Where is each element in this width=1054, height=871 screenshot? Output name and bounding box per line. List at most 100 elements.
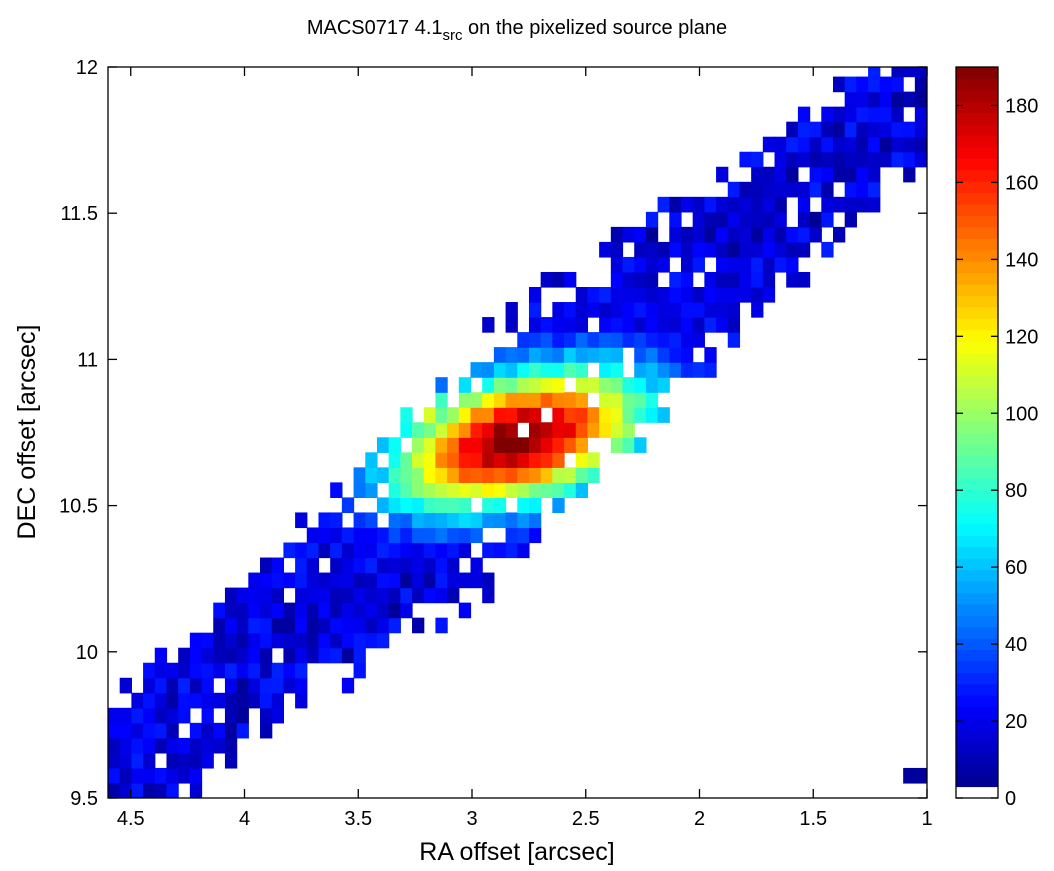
heatmap-cell xyxy=(388,482,401,499)
heatmap-cell xyxy=(739,196,752,213)
heatmap-cell xyxy=(213,692,226,709)
heatmap-cell xyxy=(645,241,659,258)
heatmap-cell xyxy=(797,121,811,138)
heatmap-cell xyxy=(119,737,132,754)
heatmap-cell xyxy=(645,317,659,333)
heatmap-cell xyxy=(154,767,168,784)
heatmap-cell xyxy=(330,647,343,664)
heatmap-cell xyxy=(295,617,308,634)
colorbar-step xyxy=(956,649,998,662)
heatmap-cell xyxy=(739,181,752,198)
heatmap-cell xyxy=(376,602,390,619)
heatmap-cell xyxy=(493,422,507,438)
heatmap-cell xyxy=(458,572,472,589)
heatmap-cell xyxy=(528,362,542,378)
heatmap-cell xyxy=(739,226,752,243)
heatmap-cell xyxy=(599,362,612,378)
heatmap-cell xyxy=(353,602,366,619)
colorbar-step xyxy=(956,706,998,719)
heatmap-cell xyxy=(400,407,413,423)
heatmap-cell xyxy=(493,512,507,529)
heatmap-cell xyxy=(634,392,647,408)
heatmap-cell xyxy=(341,647,355,664)
heatmap-cell xyxy=(143,662,156,679)
heatmap-cell xyxy=(891,121,904,138)
heatmap-cell xyxy=(458,602,472,619)
heatmap-cell xyxy=(295,647,308,664)
heatmap-cell xyxy=(306,572,320,589)
colorbar-step xyxy=(956,615,998,628)
heatmap-cell xyxy=(189,737,203,754)
heatmap-cell xyxy=(458,407,472,423)
heatmap-cell xyxy=(400,527,413,544)
heatmap-cell xyxy=(295,512,308,529)
colorbar-step xyxy=(956,67,998,79)
heatmap-cell xyxy=(844,121,857,138)
heatmap-cell xyxy=(400,572,413,589)
heatmap-cell xyxy=(786,181,799,198)
heatmap-cell xyxy=(236,632,249,649)
heatmap-cell xyxy=(868,121,881,138)
colorbar-step xyxy=(956,318,998,331)
heatmap-cell xyxy=(680,271,694,288)
heatmap-cell xyxy=(634,241,647,258)
heatmap-cell xyxy=(856,181,869,198)
heatmap-cell xyxy=(727,256,741,273)
heatmap-cell xyxy=(517,332,530,348)
x-tick-label: 1 xyxy=(921,808,932,830)
heatmap-cell xyxy=(868,151,881,168)
heatmap-cell xyxy=(236,677,249,694)
heatmap-cell xyxy=(774,241,787,258)
heatmap-cell xyxy=(727,196,741,213)
heatmap-cell xyxy=(856,136,869,153)
heatmap-cell xyxy=(645,211,659,228)
heatmap-cell xyxy=(833,76,846,93)
heatmap-cell xyxy=(365,452,378,468)
heatmap-cell xyxy=(400,542,413,559)
heatmap-cell xyxy=(283,677,296,694)
heatmap-cell xyxy=(809,211,822,228)
heatmap-cell xyxy=(704,302,717,318)
heatmap-cell xyxy=(610,317,624,333)
heatmap-cell xyxy=(692,256,705,273)
heatmap-cell xyxy=(552,422,565,438)
heatmap-cell xyxy=(447,587,460,604)
colorbar-step xyxy=(956,718,998,730)
heatmap-cell xyxy=(505,392,518,408)
heatmap-cell xyxy=(412,512,425,529)
heatmap-cell xyxy=(365,467,378,483)
heatmap-cell xyxy=(716,166,729,183)
heatmap-cell xyxy=(365,602,378,619)
heatmap-cell xyxy=(564,437,577,453)
heatmap-cell xyxy=(669,332,682,348)
heatmap-cell xyxy=(423,482,437,499)
heatmap-cell xyxy=(505,452,518,468)
heatmap-cell xyxy=(224,602,238,619)
heatmap-cell xyxy=(447,437,460,453)
heatmap-cell xyxy=(716,226,729,243)
colorbar-tick-label: 40 xyxy=(1005,634,1027,656)
heatmap-cell xyxy=(143,767,156,784)
heatmap-cell xyxy=(447,497,460,514)
heatmap-cell xyxy=(528,302,542,318)
heatmap-cell xyxy=(388,602,401,619)
heatmap-cell xyxy=(528,497,542,514)
colorbar-step xyxy=(956,695,998,708)
heatmap-cell xyxy=(482,407,495,423)
heatmap-cell xyxy=(528,512,542,529)
heatmap-cell xyxy=(224,707,238,724)
heatmap-cell xyxy=(108,722,121,739)
heatmap-cell xyxy=(634,256,647,273)
heatmap-cell xyxy=(108,707,121,724)
heatmap-cell xyxy=(388,572,401,589)
heatmap-cell xyxy=(423,587,437,604)
colorbar-step xyxy=(956,146,998,159)
heatmap-cell xyxy=(610,256,624,273)
heatmap-cell xyxy=(248,692,261,709)
heatmap-cell xyxy=(692,302,705,318)
heatmap-cell xyxy=(505,362,518,378)
heatmap-cell xyxy=(423,557,437,574)
heatmap-cell xyxy=(657,407,670,423)
heatmap-cell xyxy=(575,482,589,499)
colorbar-step xyxy=(956,775,998,788)
